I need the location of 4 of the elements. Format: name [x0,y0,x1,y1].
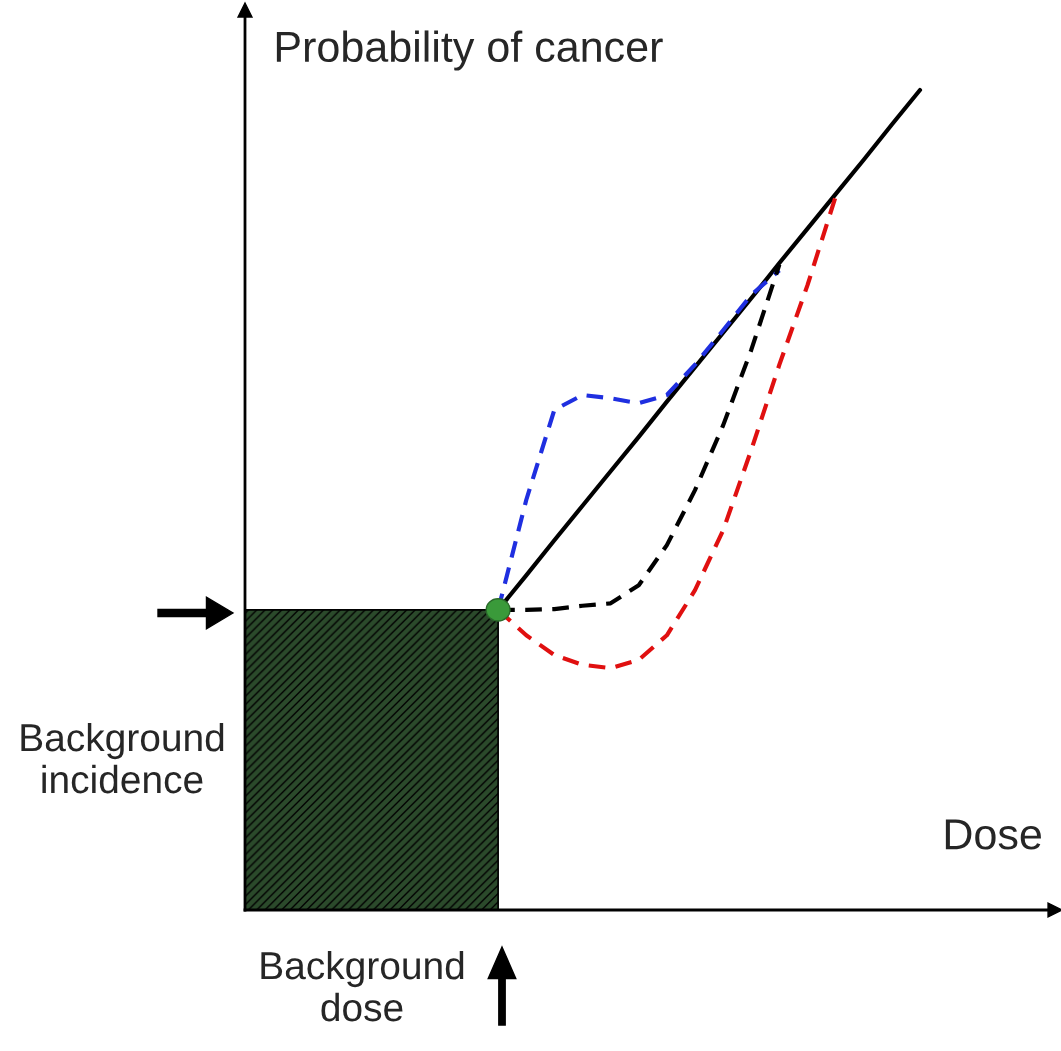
text: Background dose [261,950,464,1022]
x-axis-title: Dose [945,819,1041,850]
y-axis-title: Probability of cancer [276,30,663,71]
text: Background incidence [21,722,224,794]
